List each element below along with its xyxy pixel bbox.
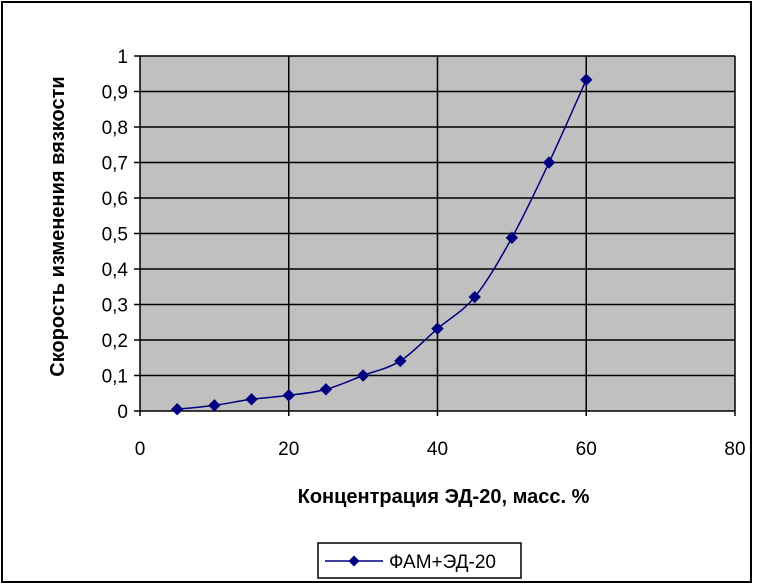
- x-tick-label: 20: [278, 439, 299, 460]
- data-point: [319, 383, 333, 396]
- y-tick-label: 0,5: [102, 225, 128, 246]
- x-tick-label: 60: [576, 439, 597, 460]
- data-point: [356, 369, 370, 382]
- data-point: [394, 354, 407, 368]
- data-point: [431, 322, 444, 335]
- x-tick-labels: 0 20 40 60 80: [135, 411, 746, 460]
- x-tick-label: 40: [427, 439, 448, 460]
- y-axis-title: Скорость изменения вязкости: [47, 76, 69, 376]
- data-point: [282, 389, 295, 402]
- data-point: [542, 156, 556, 169]
- series-markers: [170, 73, 593, 416]
- legend: ФАМ+ЭД-20: [317, 542, 522, 579]
- y-tick-label: 0,4: [102, 260, 129, 281]
- data-point: [170, 403, 184, 416]
- y-tick-label: 0,7: [102, 154, 128, 175]
- y-tick-label: 0,6: [102, 189, 128, 210]
- x-tick-label: 0: [135, 439, 146, 460]
- y-tick-label: 0,2: [102, 331, 128, 352]
- y-tick-label: 0,3: [102, 296, 128, 317]
- y-tick-label: 0,9: [102, 83, 128, 104]
- data-point: [208, 399, 221, 412]
- legend-label: ФАМ+ЭД-20: [389, 552, 496, 573]
- data-point: [505, 231, 519, 244]
- x-axis-title: Концентрация ЭД-20, масс. %: [298, 486, 590, 508]
- y-tick-label: 1: [117, 47, 128, 68]
- y-tick-label: 0,1: [102, 367, 128, 388]
- grid: [139, 55, 736, 412]
- legend-marker-swatch: [348, 555, 360, 567]
- y-tick-labels: 0 0,1 0,2 0,3 0,4 0,5 0,6 0,7 0,8 0,9 1: [102, 47, 140, 423]
- x-tick-label: 80: [724, 439, 745, 460]
- y-tick-label: 0: [117, 402, 128, 423]
- data-point: [468, 290, 481, 304]
- data-point: [245, 393, 258, 406]
- y-tick-label: 0,8: [102, 118, 128, 139]
- data-point: [580, 73, 593, 86]
